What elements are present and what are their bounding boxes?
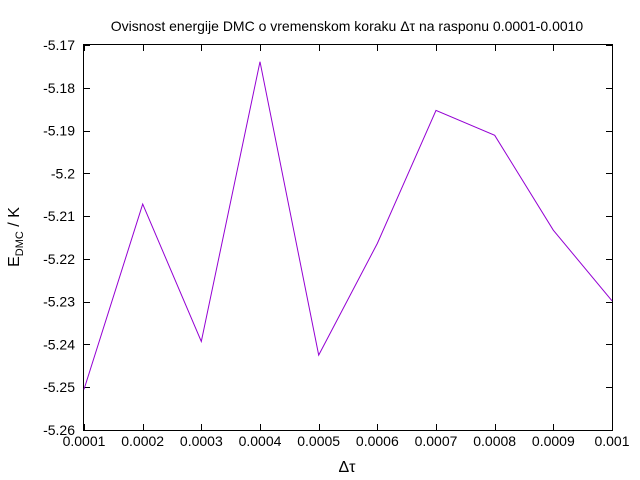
x-tick-label: 0.0008 (473, 433, 516, 449)
chart-title: Ovisnost energije DMC o vremenskom korak… (111, 18, 584, 34)
y-tick-labels: -5.17 -5.18 -5.19 -5.2 -5.21 -5.22 -5.23 -5.24 -… (43, 37, 75, 438)
series-line (83, 61, 613, 390)
x-tick-label: 0.0002 (121, 433, 164, 449)
axis-ticks (84, 45, 613, 431)
y-tick-label: -5.22 (43, 251, 75, 267)
y-axis-title: EDMC / K (6, 207, 26, 267)
y-tick-label: -5.2 (51, 165, 75, 181)
y-tick-label: -5.17 (43, 37, 75, 53)
y-tick-label: -5.23 (43, 294, 75, 310)
y-tick-label: -5.26 (43, 422, 75, 438)
x-tick-label: 0.001 (594, 433, 629, 449)
x-axis-title: Δτ (338, 459, 356, 476)
x-tick-label: 0.0001 (63, 433, 106, 449)
x-tick-labels: 0.0001 0.0002 0.0003 0.0004 0.0005 0.0006 0.00… (63, 433, 630, 449)
y-tick-label: -5.25 (43, 379, 75, 395)
x-tick-label: 0.0006 (356, 433, 399, 449)
x-tick-label: 0.0003 (180, 433, 223, 449)
y-tick-label: -5.24 (43, 336, 75, 352)
x-tick-label: 0.0009 (532, 433, 575, 449)
y-axis-title-main: E (6, 256, 23, 267)
y-tick-label: -5.19 (43, 123, 75, 139)
y-axis-title-unit: / K (6, 207, 23, 231)
y-axis-title-subscript: DMC (14, 231, 26, 256)
x-tick-label: 0.0007 (415, 433, 458, 449)
x-tick-label: 0.0004 (239, 433, 282, 449)
plot-frame (83, 44, 613, 431)
x-tick-label: 0.0005 (297, 433, 340, 449)
y-tick-label: -5.18 (43, 80, 75, 96)
y-tick-label: -5.21 (43, 208, 75, 224)
